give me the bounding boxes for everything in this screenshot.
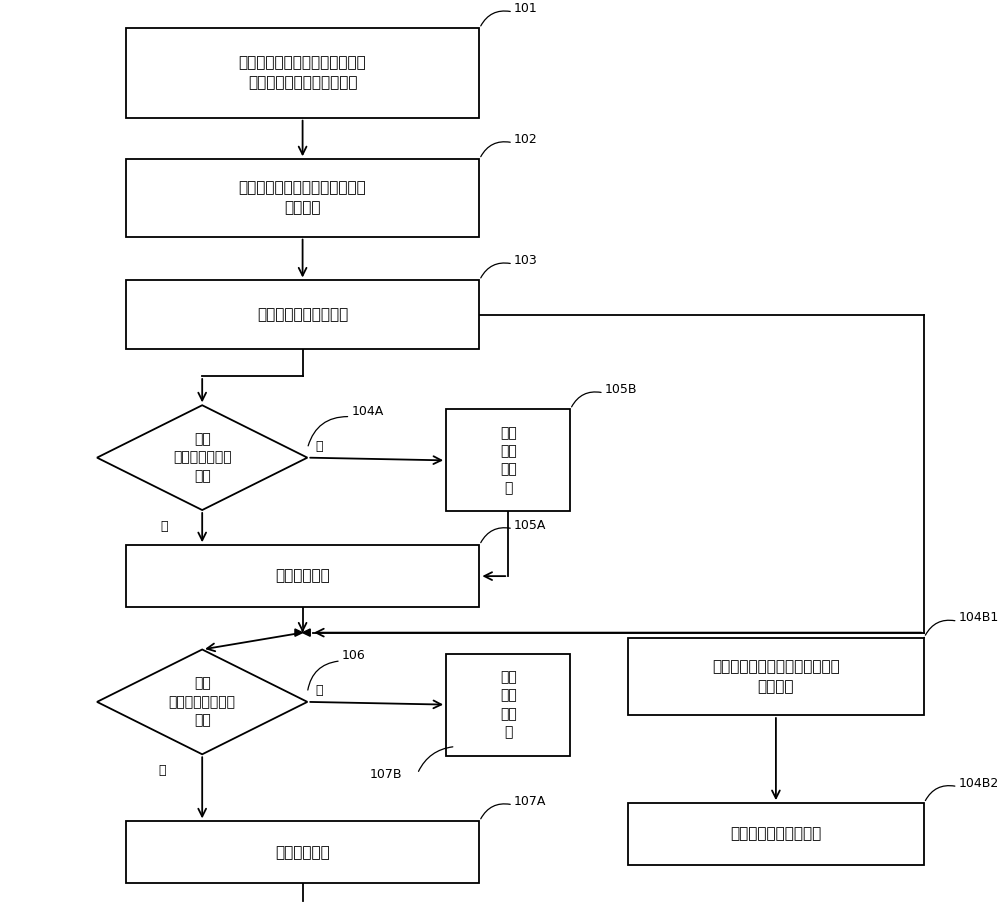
Text: 不提
供用
户服
务: 不提 供用 户服 务 [500,426,517,495]
FancyBboxPatch shape [446,654,570,756]
Text: 101: 101 [514,2,538,15]
Polygon shape [303,629,310,636]
Text: 用户发送确认短信或者点击网页
确认按钮: 用户发送确认短信或者点击网页 确认按钮 [239,181,366,216]
Text: 否: 否 [315,440,323,454]
Text: 服务
商周期性扣费是否
成功: 服务 商周期性扣费是否 成功 [169,677,236,727]
Text: 用户成功订阅用户服务: 用户成功订阅用户服务 [257,307,348,322]
Polygon shape [97,649,307,754]
Text: 106: 106 [342,649,366,662]
Polygon shape [295,629,303,636]
Text: 104A: 104A [351,405,384,418]
FancyBboxPatch shape [126,29,479,118]
FancyBboxPatch shape [126,280,479,349]
Text: 用户通过发送订阅短信或者点击
网页订阅按钮订阅用户服务: 用户通过发送订阅短信或者点击 网页订阅按钮订阅用户服务 [239,55,366,90]
Text: 用户发送退订短信或者点击网页
退订按钮: 用户发送退订短信或者点击网页 退订按钮 [712,659,840,693]
Text: 107B: 107B [370,768,402,782]
Polygon shape [97,406,307,510]
Text: 105B: 105B [605,383,637,396]
Text: 是: 是 [160,520,168,533]
Text: 104B1: 104B1 [959,611,999,624]
Text: 不提
供用
户服
务: 不提 供用 户服 务 [500,670,517,739]
Text: 105A: 105A [514,519,546,532]
Text: 否: 否 [315,684,323,697]
Text: 提供用户服务: 提供用户服务 [275,845,330,859]
FancyBboxPatch shape [446,409,570,512]
FancyBboxPatch shape [126,545,479,607]
FancyBboxPatch shape [628,638,924,715]
Text: 107A: 107A [514,795,546,808]
Text: 是: 是 [158,764,166,777]
FancyBboxPatch shape [628,803,924,865]
Text: 102: 102 [514,133,538,146]
Text: 用户成功退订用户服务: 用户成功退订用户服务 [730,826,822,842]
Text: 103: 103 [514,254,538,267]
Text: 104B2: 104B2 [959,776,999,789]
Text: 服务
商首次扣费是否
成功: 服务 商首次扣费是否 成功 [173,432,232,483]
FancyBboxPatch shape [126,822,479,883]
FancyBboxPatch shape [126,160,479,237]
Text: 提供用户服务: 提供用户服务 [275,569,330,584]
